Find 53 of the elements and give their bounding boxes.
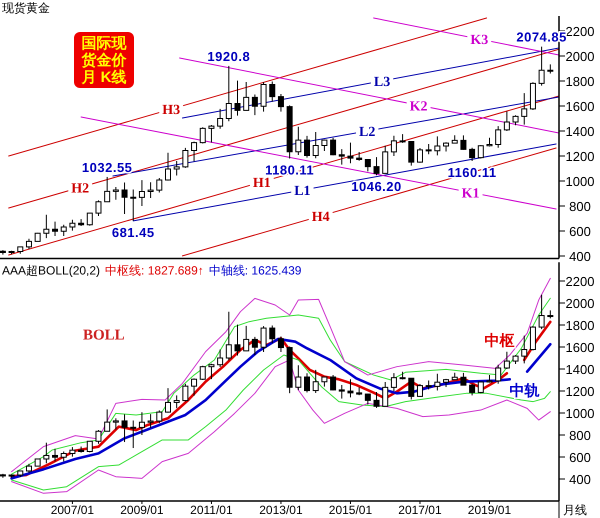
y-tick-label: 2200 bbox=[566, 24, 594, 39]
annotation: BOLL bbox=[83, 327, 125, 344]
y-tick-label: 400 bbox=[569, 472, 591, 487]
y-tick-label: 600 bbox=[569, 224, 591, 239]
x-tick-label: 2009/01 bbox=[120, 503, 164, 517]
chart-title: AAA超BOLL(20,2) bbox=[2, 263, 100, 278]
series-label: L2 bbox=[359, 124, 376, 140]
y-tick-label: 1000 bbox=[566, 174, 594, 189]
y-tick-label: 600 bbox=[569, 450, 591, 465]
annotation: 1920.8 bbox=[207, 48, 250, 64]
chart-title: 现货黄金 bbox=[2, 1, 50, 15]
series-label: H2 bbox=[71, 181, 90, 196]
y-tick-label: 1000 bbox=[566, 406, 594, 421]
note-box: 国际现 货金价 月 K线 bbox=[74, 32, 134, 88]
y-tick-label: 1600 bbox=[566, 99, 594, 114]
series-label: L3 bbox=[374, 74, 390, 90]
annotation: 681.45 bbox=[112, 224, 155, 240]
y-tick-label: 1800 bbox=[566, 74, 594, 89]
series-label: H3 bbox=[162, 103, 180, 118]
series-label: 中枢 bbox=[484, 332, 515, 350]
series-label: K3 bbox=[470, 33, 488, 48]
y-tick-label: 1400 bbox=[566, 124, 594, 139]
series-label: H4 bbox=[312, 210, 330, 225]
y-tick-label: 2200 bbox=[566, 274, 594, 289]
x-tick-label: 2007/01 bbox=[50, 503, 94, 517]
y-tick-label: 2000 bbox=[566, 296, 594, 311]
annotation: 货金价 bbox=[80, 52, 128, 69]
x-tick-label: 2011/01 bbox=[190, 503, 233, 517]
y-tick-label: 1800 bbox=[566, 318, 594, 333]
x-tick-label: 2015/01 bbox=[328, 503, 372, 517]
series-label: 中轨 bbox=[509, 382, 540, 400]
annotation: 中轴线: 1625.439 bbox=[208, 263, 302, 278]
y-tick-label: 400 bbox=[569, 249, 591, 264]
y-tick-label: 1200 bbox=[566, 384, 594, 399]
y-tick-label: 1600 bbox=[566, 340, 594, 355]
series-label: L1 bbox=[294, 184, 311, 200]
x-tick-label: 2019/01 bbox=[468, 503, 512, 517]
annotation: 中枢线: 1827.689↑ bbox=[105, 263, 204, 278]
y-tick-label: 1200 bbox=[566, 149, 594, 164]
x-tick-label: 2013/01 bbox=[259, 503, 303, 517]
annotation: 月 K线 bbox=[80, 69, 126, 86]
y-tick-label: 2000 bbox=[566, 49, 594, 64]
x-axis-title: 月线 bbox=[563, 503, 587, 517]
y-tick-label: 1400 bbox=[566, 362, 594, 377]
series-label: K2 bbox=[410, 99, 428, 114]
series-label: K1 bbox=[462, 186, 480, 202]
annotation: 1032.55 bbox=[82, 160, 132, 175]
annotation: 国际现 bbox=[82, 35, 128, 52]
series-label: H1 bbox=[252, 176, 271, 191]
annotation: 1046.20 bbox=[351, 179, 402, 194]
y-tick-label: 800 bbox=[569, 199, 591, 214]
x-tick-label: 2017/01 bbox=[398, 503, 442, 517]
y-tick-label: 800 bbox=[569, 428, 591, 443]
